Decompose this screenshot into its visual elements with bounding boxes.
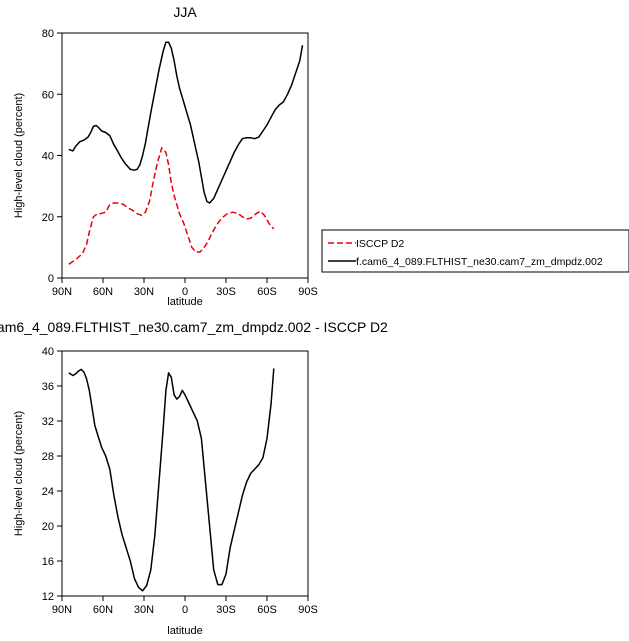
top-x-tick-label: 60S [257,286,277,298]
bottom-series-line-0 [68,368,275,592]
top-plot-area: 0 20 40 60 80 90N 60N 30N 0 30S 60S 90S [42,28,318,298]
top-x-tick-label: 90N [52,286,72,298]
bottom-y-tick-label: 28 [42,451,54,463]
top-x-tick-label: 60N [93,286,113,298]
bottom-x-tick-label: 60N [93,604,113,616]
legend: ISCCP D2 f.cam6_4_089.FLTHIST_ne30.cam7_… [321,229,629,273]
bottom-y-tick-label: 36 [42,381,54,393]
bottom-y-tick-label: 12 [42,591,54,603]
top-series-line-0 [68,147,275,265]
top-x-tick-label: 0 [182,286,188,298]
top-y-tick-label: 0 [48,273,54,285]
top-y-tick-label: 40 [42,151,54,163]
top-y-tick-label: 60 [42,89,54,101]
bottom-y-axis-label: High-level cloud (percent) [13,411,25,536]
top-y-tick-label: 20 [42,212,54,224]
bottom-x-tick-label: 90S [298,604,318,616]
top-y-axis-label: High-level cloud (percent) [13,93,25,218]
top-x-tick-label: 30N [134,286,154,298]
bottom-y-tick-label: 20 [42,521,54,533]
bottom-x-tick-label: 30S [216,604,236,616]
top-plot-frame [61,32,309,279]
bottom-y-tick-label: 40 [42,346,54,358]
bottom-x-tick-label: 60S [257,604,277,616]
top-y-tick-label: 80 [42,28,54,40]
top-panel: JJA 0 20 40 60 80 90N 60N 30N 0 30S 60S 90S latitud… [13,4,318,308]
legend-box [321,229,629,273]
legend-label-isccp: ISCCP D2 [356,238,404,250]
top-x-axis-label: latitude [167,296,202,308]
bottom-panel: f.cam6_4_089.FLTHIST_ne30.cam7_zm_dmpdz.… [0,319,388,637]
top-x-tick-label: 90S [298,286,318,298]
top-series-line-1 [68,41,304,204]
bottom-y-tick-label: 32 [42,416,54,428]
top-x-tick-label: 30S [216,286,236,298]
bottom-x-tick-label: 0 [182,604,188,616]
bottom-chart-title: f.cam6_4_089.FLTHIST_ne30.cam7_zm_dmpdz.… [0,319,388,335]
top-chart-title: JJA [173,4,197,20]
legend-label-model: f.cam6_4_089.FLTHIST_ne30.cam7_zm_dmpdz.… [356,256,603,268]
bottom-x-tick-label: 90N [52,604,72,616]
bottom-y-tick-label: 16 [42,556,54,568]
bottom-x-tick-label: 30N [134,604,154,616]
bottom-x-axis-label: latitude [167,625,202,637]
bottom-plot-area: 12 16 20 24 28 32 36 40 90N 60N 30N 0 30S 60S 90S [42,346,318,616]
bottom-plot-frame [61,350,309,597]
bottom-y-tick-label: 24 [42,486,54,498]
